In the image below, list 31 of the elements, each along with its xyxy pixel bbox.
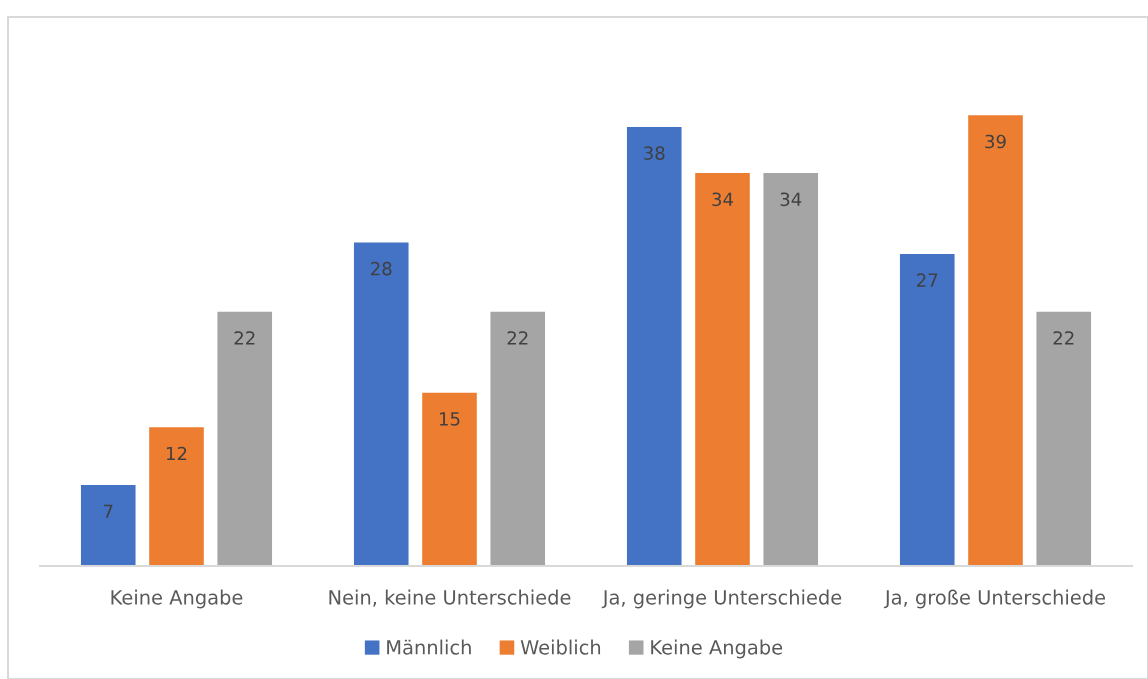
x-tick-label: Nein, keine Unterschiede	[329, 589, 571, 607]
bar	[217, 311, 273, 566]
data-label: 28	[371, 261, 392, 276]
bar	[695, 173, 750, 566]
legend-label: Weiblich	[520, 639, 601, 655]
bar	[80, 485, 136, 566]
bar	[763, 173, 819, 566]
bar	[422, 392, 477, 566]
bar	[490, 311, 546, 566]
bar	[626, 126, 682, 566]
legend-label: Keine Angabe	[651, 639, 783, 659]
data-label: 27	[917, 273, 938, 287]
data-label: 22	[507, 331, 528, 345]
data-label: 38	[644, 146, 665, 160]
data-label: 15	[440, 412, 460, 426]
bar	[149, 427, 204, 566]
data-label: 34	[712, 192, 733, 207]
data-label: 12	[167, 446, 187, 461]
bar	[353, 242, 409, 566]
x-tick-label: Ja, geringe Unterschiede	[601, 589, 842, 609]
bar	[968, 115, 1023, 566]
data-label: 22	[234, 331, 255, 345]
legend-label: Männlich	[387, 639, 471, 655]
data-label: 7	[103, 504, 113, 518]
data-label: 22	[1053, 331, 1074, 345]
bar	[1036, 311, 1092, 566]
data-label: 34	[780, 192, 802, 207]
bar	[899, 254, 955, 566]
data-label: 39	[985, 134, 1006, 149]
x-tick-label: Keine Angabe	[111, 589, 243, 609]
x-tick-label: Ja, große Unterschiede	[883, 589, 1106, 609]
